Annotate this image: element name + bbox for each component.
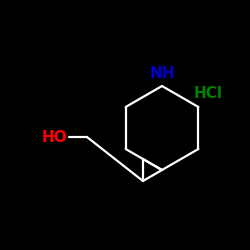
Text: HO: HO [41, 130, 67, 144]
Text: NH: NH [149, 66, 175, 81]
Text: HCl: HCl [194, 86, 223, 102]
